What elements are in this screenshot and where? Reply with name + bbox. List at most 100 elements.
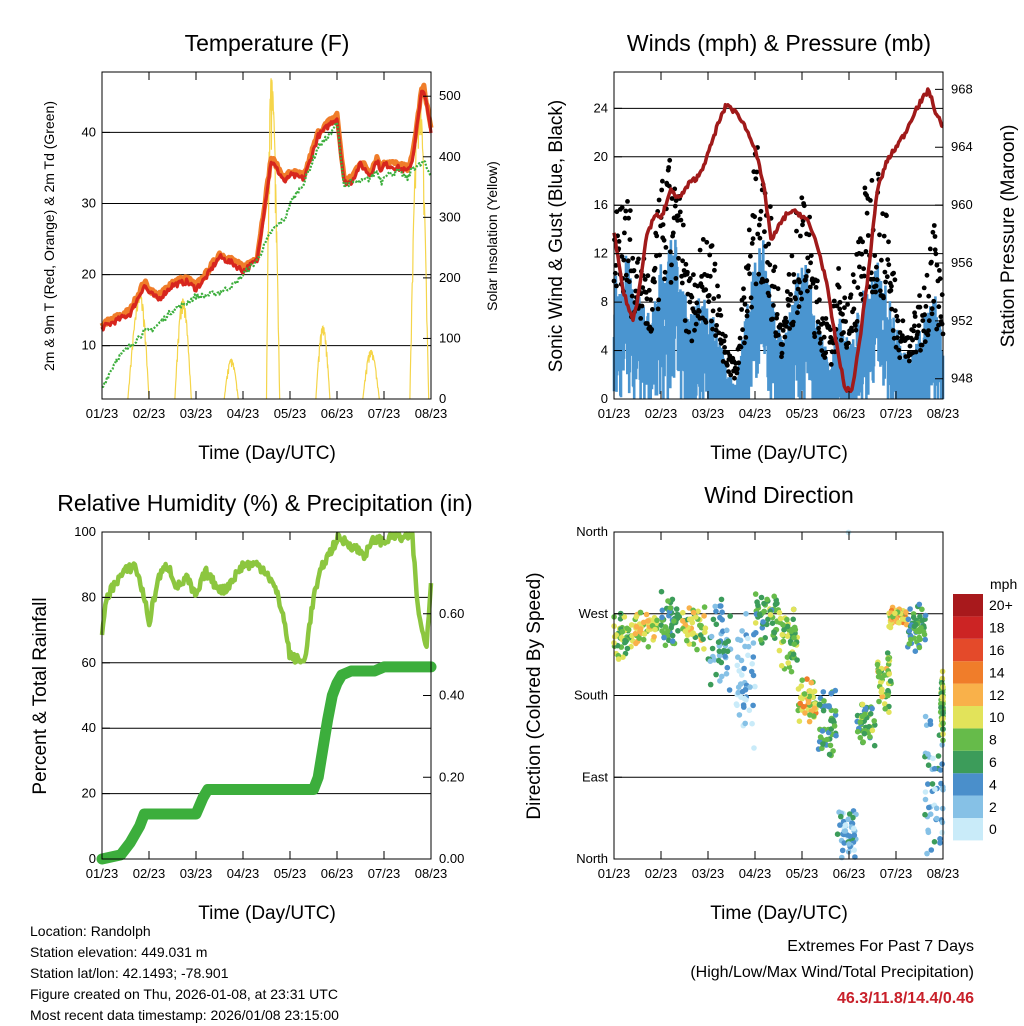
gust-point xyxy=(710,326,715,332)
direction-point xyxy=(735,689,742,696)
direction-point xyxy=(658,622,664,628)
direction-point xyxy=(834,831,841,837)
direction-point xyxy=(690,641,697,647)
precip-ytick-label: 0.00 xyxy=(439,851,464,866)
gust-point xyxy=(926,293,932,299)
direction-point xyxy=(769,620,776,626)
gust-point xyxy=(917,304,923,310)
gust-point xyxy=(645,321,650,326)
direction-point xyxy=(933,815,940,822)
gust-point xyxy=(853,327,859,333)
direction-point xyxy=(702,629,708,635)
gust-point xyxy=(649,327,655,332)
gust-point xyxy=(793,296,798,302)
direction-point xyxy=(907,606,913,612)
gust-point xyxy=(616,239,622,244)
gust-point xyxy=(766,241,771,247)
rh-xtick-label: 03/23 xyxy=(180,866,213,881)
direction-point xyxy=(885,656,891,662)
speed-legend-label: 4 xyxy=(989,776,997,792)
direction-point xyxy=(736,712,743,718)
gust-point xyxy=(934,262,940,268)
gust-point xyxy=(703,287,709,293)
gust-point xyxy=(920,318,926,323)
direction-point xyxy=(715,639,722,645)
direction-point xyxy=(832,687,839,694)
direction-point xyxy=(690,609,697,616)
direction-point xyxy=(651,634,657,640)
direction-point xyxy=(750,640,757,646)
gust-point xyxy=(779,350,785,356)
direction-point xyxy=(747,684,753,690)
gust-point xyxy=(736,360,742,366)
direction-point xyxy=(796,718,803,724)
direction-point xyxy=(739,672,745,678)
gust-point xyxy=(871,276,876,282)
direction-point xyxy=(734,662,741,669)
winds-panel: Winds (mph) & Pressure (mb) 0 4 8 12 16 20 24 9… xyxy=(546,30,1019,464)
gust-point xyxy=(650,307,655,312)
gust-point xyxy=(828,327,833,333)
gust-point xyxy=(786,272,792,277)
gust-point xyxy=(734,370,740,376)
solar-y2-label: Solar Insolation (Yellow) xyxy=(484,161,500,311)
gust-point xyxy=(772,264,778,270)
gust-point xyxy=(691,272,696,278)
winds-x-label: Time (Day/UTC) xyxy=(710,443,848,464)
gust-point xyxy=(894,313,900,319)
direction-point xyxy=(882,706,888,712)
direction-point xyxy=(645,644,652,650)
direction-point xyxy=(851,825,857,832)
gust-point xyxy=(790,319,796,325)
gust-point xyxy=(808,253,814,258)
solar-ytick-label: 500 xyxy=(439,88,461,103)
gust-point xyxy=(910,337,915,343)
direction-point xyxy=(910,614,917,621)
direction-point xyxy=(741,704,747,710)
direction-point xyxy=(643,611,650,618)
gust-point xyxy=(934,326,940,332)
direction-point xyxy=(811,688,818,695)
gust-point xyxy=(717,307,722,313)
gust-point xyxy=(813,285,819,290)
gust-point xyxy=(657,252,662,258)
direction-point xyxy=(830,748,836,754)
gust-point xyxy=(741,286,746,292)
direction-point xyxy=(737,637,744,644)
gust-point xyxy=(891,270,896,276)
gust-point xyxy=(889,283,894,289)
total-precipitation-line xyxy=(96,661,437,865)
direction-point xyxy=(697,622,703,629)
direction-point xyxy=(780,622,786,628)
direction-point xyxy=(927,811,934,817)
humidity-y-label: Percent & Total Rainfall xyxy=(30,597,51,794)
direction-point xyxy=(671,618,677,624)
gust-point xyxy=(703,319,709,325)
direction-point xyxy=(712,603,718,610)
direction-point xyxy=(722,653,728,660)
direction-point xyxy=(791,641,798,647)
gust-point xyxy=(673,276,679,281)
direction-point xyxy=(791,634,797,641)
2m-td-line xyxy=(102,121,432,388)
temp-xtick-label: 08/23 xyxy=(415,406,448,421)
direction-point xyxy=(784,616,790,623)
direction-point xyxy=(871,718,877,724)
gust-point xyxy=(766,293,772,299)
gust-point xyxy=(758,208,764,214)
direction-point xyxy=(717,678,723,684)
direction-point xyxy=(801,691,808,697)
gust-point xyxy=(851,306,857,312)
direction-point xyxy=(925,762,932,768)
gust-point xyxy=(817,297,822,303)
direction-point xyxy=(931,765,938,772)
gust-point xyxy=(666,165,672,170)
direction-point xyxy=(742,687,749,693)
gust-point xyxy=(865,233,871,238)
gust-point xyxy=(929,311,935,317)
dir-xtick-label: 08/23 xyxy=(927,866,960,881)
direction-point xyxy=(919,618,925,624)
direction-point xyxy=(716,648,723,655)
direction-point xyxy=(866,724,872,730)
